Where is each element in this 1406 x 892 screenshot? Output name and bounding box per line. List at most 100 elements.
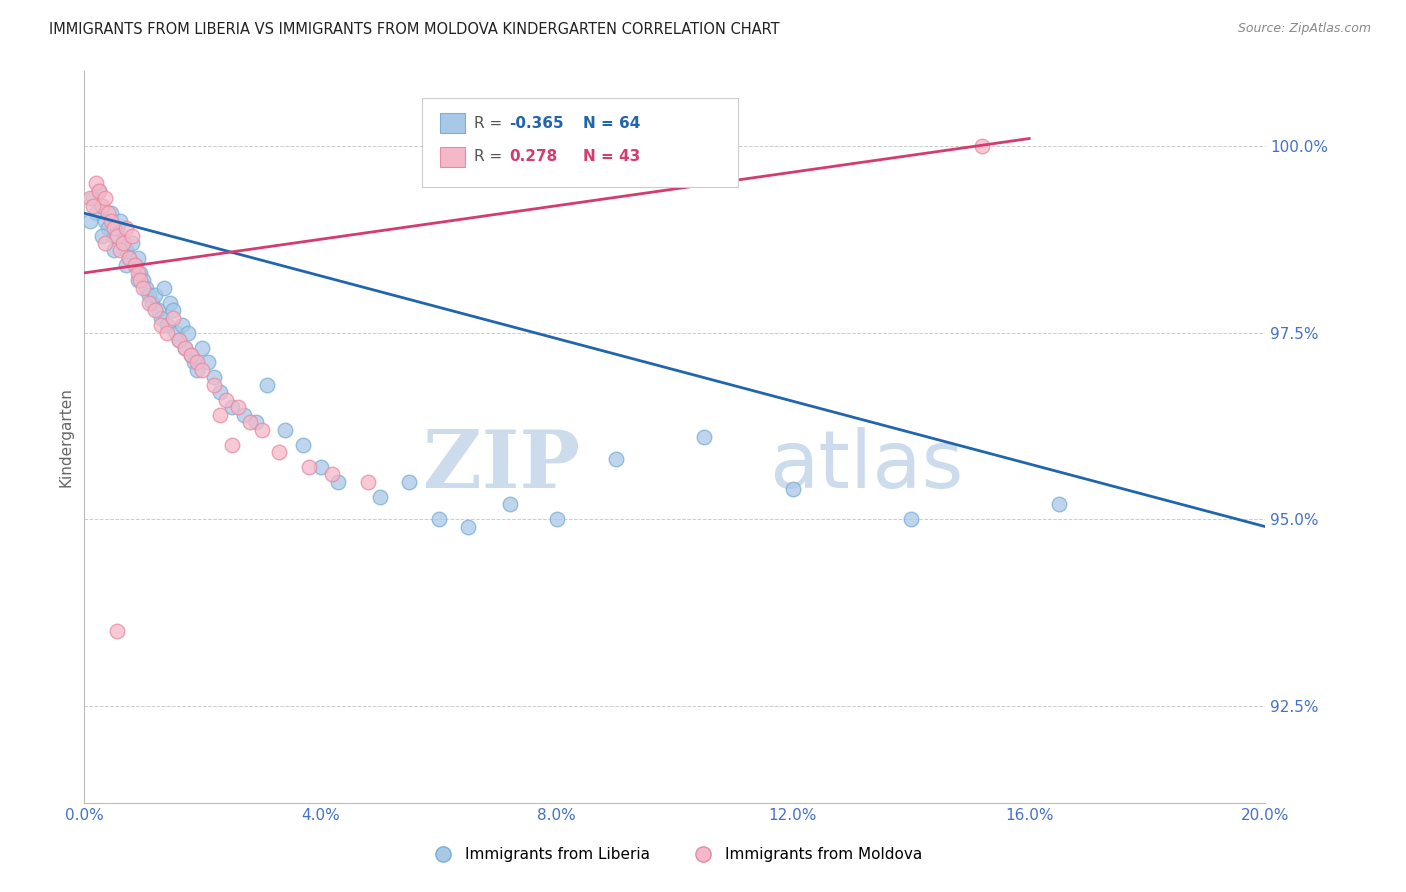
Point [87,184,111,198]
Point [105,228,128,243]
Point [221,401,243,415]
Point [357,475,380,489]
Point [328,475,350,489]
Point [138,295,160,310]
Point [103,221,125,235]
Point [180,348,202,362]
Point [100,213,122,227]
Point [309,459,332,474]
Point [124,259,146,273]
Point [239,415,262,429]
Point [127,251,149,265]
Point [100,206,122,220]
Text: Source: ZipAtlas.com: Source: ZipAtlas.com [1237,22,1371,36]
Point [177,326,200,340]
Point [148,303,170,318]
Point [250,423,273,437]
Point [605,452,627,467]
Point [173,341,195,355]
Text: atlas: atlas [769,427,963,506]
Point [138,288,160,302]
Point [103,228,125,243]
Point [291,437,314,451]
Point [209,385,232,400]
Point [97,221,120,235]
Point [132,273,155,287]
Point [226,401,249,415]
Point [298,459,321,474]
Point [108,244,131,258]
Point [197,355,219,369]
Point [156,326,179,340]
Point [84,206,107,220]
Text: 0.278: 0.278 [509,150,557,164]
Point [245,415,267,429]
Point [457,519,479,533]
Point [127,266,149,280]
Point [143,303,166,318]
Point [162,310,184,325]
Point [150,310,173,325]
Point [1047,497,1070,511]
Text: IMMIGRANTS FROM LIBERIA VS IMMIGRANTS FROM MOLDOVA KINDERGARTEN CORRELATION CHAR: IMMIGRANTS FROM LIBERIA VS IMMIGRANTS FR… [49,22,780,37]
Point [900,512,922,526]
Point [693,430,716,444]
Point [398,475,420,489]
Point [91,228,114,243]
Point [97,206,120,220]
Point [256,377,278,392]
Point [84,177,107,191]
Y-axis label: Kindergarten: Kindergarten [58,387,73,487]
Point [87,184,111,198]
Point [970,139,993,153]
Point [82,191,104,205]
Point [191,341,214,355]
Point [121,228,143,243]
Point [269,445,291,459]
Point [202,377,225,392]
Point [111,235,134,250]
Text: ZIP: ZIP [423,427,581,506]
Point [167,333,190,347]
Point [167,333,190,347]
Point [173,341,195,355]
Legend: Immigrants from Liberia, Immigrants from Moldova: Immigrants from Liberia, Immigrants from… [422,841,928,868]
Point [105,624,128,639]
Point [191,363,214,377]
Text: N = 64: N = 64 [583,116,641,130]
Point [127,273,149,287]
Point [108,213,131,227]
Point [129,273,152,287]
Point [150,318,173,332]
Point [159,295,181,310]
Point [114,221,136,235]
Point [141,295,163,310]
Point [94,191,117,205]
Point [153,281,176,295]
Point [114,244,136,258]
Point [143,288,166,302]
Point [202,370,225,384]
Point [180,348,202,362]
Point [162,303,184,318]
Point [91,199,114,213]
Point [368,490,391,504]
Point [111,235,134,250]
Point [121,235,143,250]
Text: -0.365: -0.365 [509,116,564,130]
Point [274,423,297,437]
Point [183,355,205,369]
Point [186,355,208,369]
Point [170,318,193,332]
Point [129,266,152,280]
Point [91,199,114,213]
Point [79,213,101,227]
Point [209,408,232,422]
Point [103,244,125,258]
Point [498,497,520,511]
Point [114,259,136,273]
Point [82,199,104,213]
Point [132,281,155,295]
Text: N = 43: N = 43 [583,150,641,164]
Point [546,512,568,526]
